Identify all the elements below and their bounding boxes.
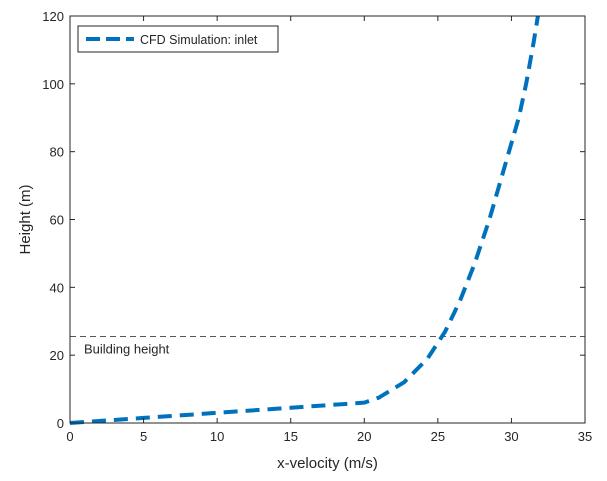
y-tick-label: 60 — [50, 213, 64, 228]
x-tick-label: 20 — [357, 429, 371, 444]
building-height-label: Building height — [84, 342, 170, 357]
series-layer — [69, 15, 540, 425]
x-tick-label: 0 — [66, 429, 73, 444]
y-axis-label: Height (m) — [17, 184, 34, 254]
x-tick-label: 10 — [210, 429, 224, 444]
x-tick-label: 15 — [283, 429, 297, 444]
plot-area — [70, 16, 585, 423]
x-tick-layer: 0 5 10 15 20 25 30 35 — [66, 16, 592, 444]
y-tick-label: 40 — [50, 280, 64, 295]
y-tick-label: 100 — [42, 77, 64, 92]
y-tick-layer: 0 20 40 60 80 100 120 — [42, 9, 585, 431]
y-tick-label: 120 — [42, 9, 64, 24]
y-tick-label: 0 — [57, 416, 64, 431]
x-tick-label: 25 — [431, 429, 445, 444]
legend-label-cfd-inlet: CFD Simulation: inlet — [140, 33, 258, 47]
series-line-cfd-inlet — [69, 15, 540, 425]
legend: CFD Simulation: inlet — [77, 25, 279, 53]
plot-background — [70, 16, 585, 423]
y-tick-label: 80 — [50, 145, 64, 160]
y-tick-label: 20 — [50, 348, 64, 363]
x-tick-label: 5 — [140, 429, 147, 444]
x-tick-label: 30 — [504, 429, 518, 444]
x-tick-label: 35 — [578, 429, 592, 444]
x-axis-label: x-velocity (m/s) — [277, 455, 378, 472]
